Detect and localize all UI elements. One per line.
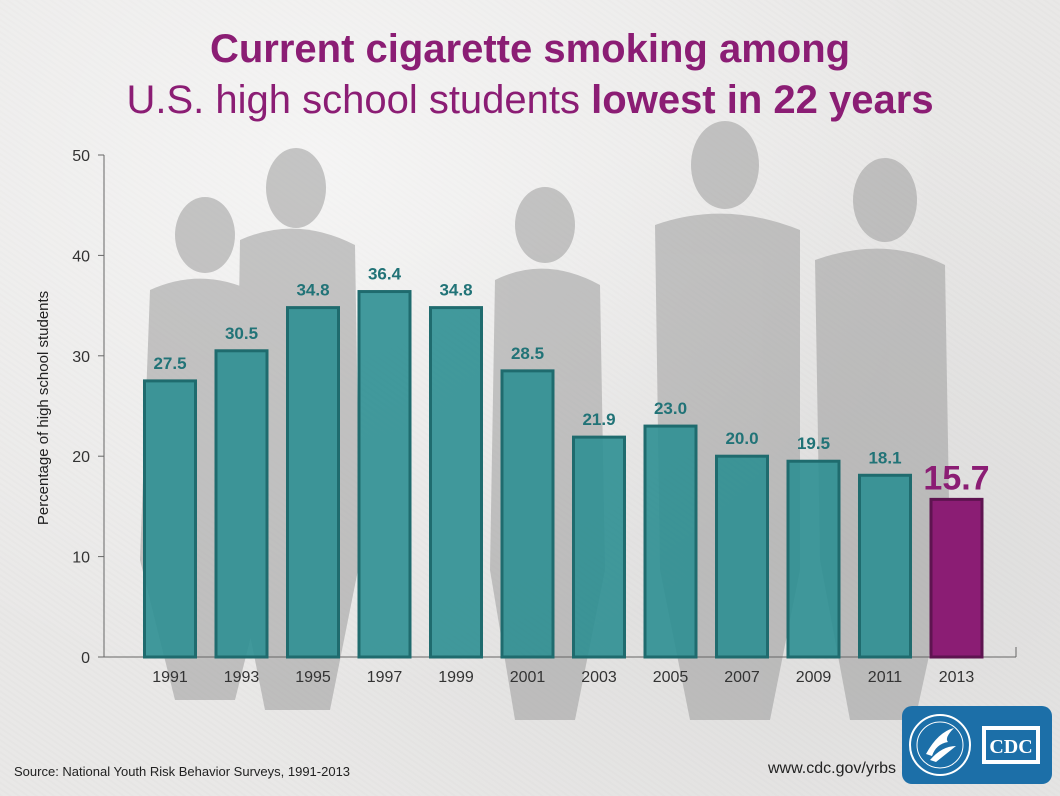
bar-2005 xyxy=(643,424,698,659)
data-labels-group: 27.5 1991 30.5 1993 34.8 1995 36.4 1997 34.8 1999… xyxy=(152,265,989,686)
cdc-logo-text: CDC xyxy=(989,736,1032,758)
bar-1995 xyxy=(286,306,340,659)
y-tick-label: 10 xyxy=(72,550,90,567)
bar-2003 xyxy=(572,435,626,659)
cdc-logo: CDC xyxy=(902,706,1052,784)
x-tick-label-2001: 2001 xyxy=(510,669,546,686)
bars-group xyxy=(143,290,984,659)
x-tick-label-2009: 2009 xyxy=(796,669,832,686)
y-tick-label: 50 xyxy=(72,148,90,165)
bar-2013 xyxy=(929,497,984,659)
hhs-eagle-seal-icon xyxy=(909,714,971,776)
x-tick-label-2005: 2005 xyxy=(653,669,689,686)
data-label-2009: 19.5 xyxy=(797,434,830,453)
data-label-1995: 34.8 xyxy=(296,281,329,300)
x-tick-label-2011: 2011 xyxy=(868,669,903,686)
y-tick-label: 40 xyxy=(72,248,90,265)
chart-title-line2-regular: U.S. high school students xyxy=(126,78,592,122)
bar-2007 xyxy=(715,454,769,659)
chart-title-line2-bold: lowest in 22 years xyxy=(591,78,934,122)
y-tick-label: 30 xyxy=(72,349,90,366)
x-tick-label-1991: 1991 xyxy=(152,669,188,686)
data-label-2013: 15.7 xyxy=(923,459,989,497)
bar-2001 xyxy=(500,369,555,659)
source-note: Source: National Youth Risk Behavior Sur… xyxy=(14,764,351,779)
x-tick-label-1999: 1999 xyxy=(438,669,474,686)
logo-background xyxy=(902,706,1052,784)
bar-1991 xyxy=(143,379,197,659)
y-axis-label: Percentage of high school students xyxy=(35,291,52,525)
x-tick-label-1997: 1997 xyxy=(367,669,403,686)
y-tick-label: 20 xyxy=(72,449,90,466)
data-label-2003: 21.9 xyxy=(582,410,615,429)
bar-1993 xyxy=(214,349,269,659)
bar-1997 xyxy=(357,290,412,659)
x-tick-label-2007: 2007 xyxy=(724,669,760,686)
data-label-2011: 18.1 xyxy=(868,448,901,467)
data-label-2001: 28.5 xyxy=(511,344,544,363)
source-url: www.cdc.gov/yrbs xyxy=(768,760,897,777)
bar-2009 xyxy=(786,459,841,659)
data-label-2005: 23.0 xyxy=(654,399,687,418)
data-label-1993: 30.5 xyxy=(225,324,258,343)
bar-2011 xyxy=(858,473,912,659)
x-tick-label-1995: 1995 xyxy=(295,669,331,686)
x-tick-label-2003: 2003 xyxy=(581,669,617,686)
data-label-1999: 34.8 xyxy=(439,281,472,300)
data-label-1991: 27.5 xyxy=(153,354,186,373)
data-label-1997: 36.4 xyxy=(368,265,402,284)
y-tick-label: 0 xyxy=(81,650,90,667)
bar-1999 xyxy=(429,306,483,659)
chart-title-line2: U.S. high school students lowest in 22 y… xyxy=(0,77,1060,123)
chart-title-line1: Current cigarette smoking among xyxy=(209,27,851,71)
x-tick-label-2013: 2013 xyxy=(939,669,975,686)
data-label-2007: 20.0 xyxy=(725,429,758,448)
x-tick-label-1993: 1993 xyxy=(224,669,260,686)
